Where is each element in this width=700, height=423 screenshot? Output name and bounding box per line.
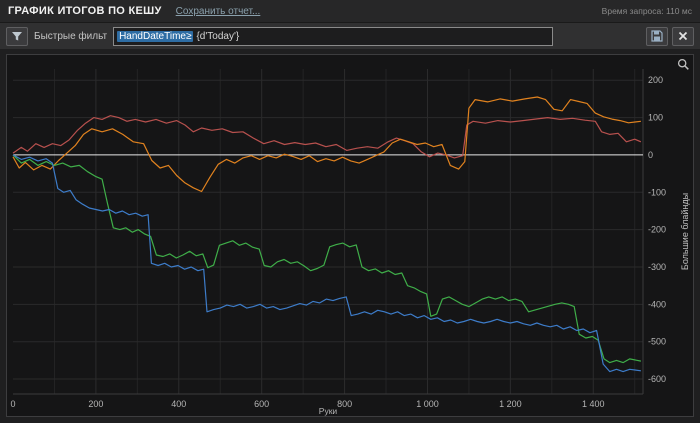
chart-line-series-blue	[12, 154, 641, 373]
totals-graph-plot[interactable]: 200 100 0 -100 -200 -300 -400 -500 -600 0 200 400 60…	[7, 55, 693, 416]
save-filter-button[interactable]	[646, 26, 668, 46]
filter-button[interactable]	[6, 26, 28, 46]
x-tick-label: 1 400	[582, 399, 605, 409]
filter-expression-value: {d'Today'}	[196, 30, 240, 42]
y-tick-label: -600	[648, 374, 666, 384]
x-tick-label: 200	[88, 399, 103, 409]
quick-filters-label: Быстрые фильт	[34, 30, 108, 42]
x-tick-label: 1 000	[416, 399, 439, 409]
filter-expression-input[interactable]: HandDateTime≥ {d'Today'}	[113, 26, 554, 46]
page-title: ГРАФИК ИТОГОВ ПО КЕШУ	[8, 5, 162, 17]
chart-line-series-green	[12, 154, 642, 364]
y-tick-label: -200	[648, 225, 666, 235]
save-report-link[interactable]: Сохранить отчет...	[175, 5, 261, 17]
x-tick-label: 600	[254, 399, 269, 409]
y-axis-title: Большие блайнды	[680, 193, 690, 270]
x-tick-label: 0	[10, 399, 15, 409]
save-icon	[651, 30, 663, 42]
close-icon	[678, 31, 688, 41]
chart-line-series-orange	[12, 96, 641, 193]
filter-actions	[646, 26, 694, 46]
header: ГРАФИК ИТОГОВ ПО КЕШУ Сохранить отчет...…	[0, 0, 700, 22]
y-tick-label: 0	[648, 150, 653, 160]
filter-expression-field: HandDateTime≥	[117, 30, 194, 42]
cash-results-chart: 200 100 0 -100 -200 -300 -400 -500 -600 0 200 400 60…	[6, 54, 694, 417]
filter-bar: Быстрые фильт HandDateTime≥ {d'Today'}	[0, 22, 700, 49]
y-tick-label: -400	[648, 299, 666, 309]
x-tick-label: 1 200	[499, 399, 522, 409]
x-tick-label: 400	[171, 399, 186, 409]
y-tick-label: -100	[648, 187, 666, 197]
chart-line-series-red	[12, 115, 642, 159]
chart-zoom-button[interactable]	[675, 56, 691, 72]
x-tick-label: 800	[337, 399, 352, 409]
funnel-icon	[12, 32, 22, 41]
magnifier-icon	[677, 58, 689, 70]
y-tick-label: -500	[648, 337, 666, 347]
y-tick-label: 100	[648, 113, 663, 123]
clear-filter-button[interactable]	[672, 26, 694, 46]
x-axis-title: Руки	[319, 406, 338, 416]
query-time: Время запроса: 110 мс	[601, 6, 692, 16]
y-tick-label: -300	[648, 262, 666, 272]
y-tick-label: 200	[648, 75, 663, 85]
